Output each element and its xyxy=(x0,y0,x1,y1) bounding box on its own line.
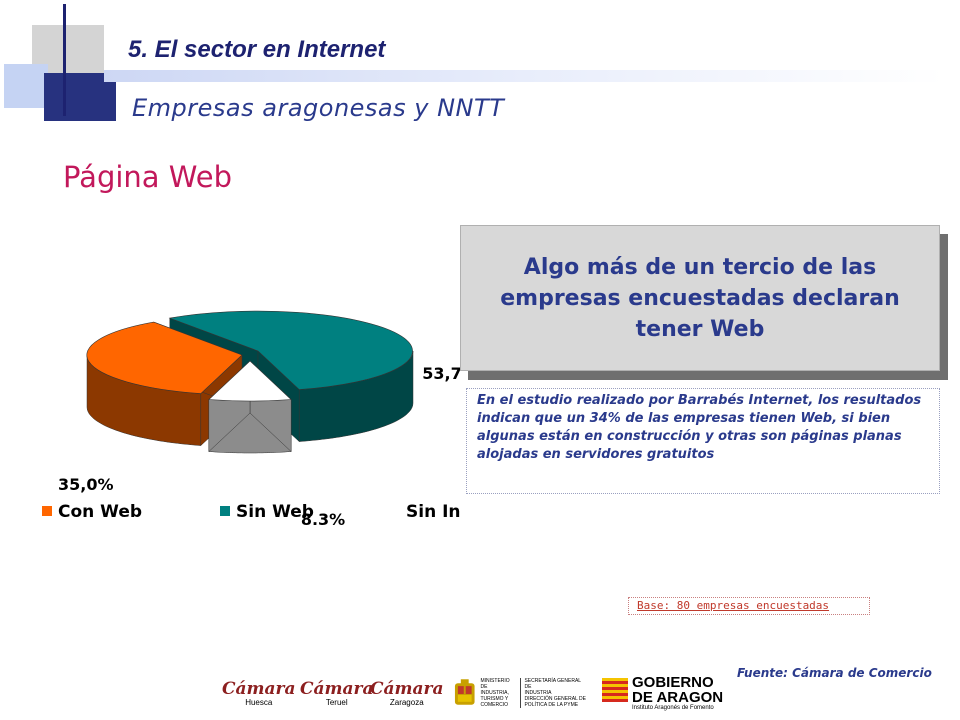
camara-teruel-city: Teruel xyxy=(325,698,348,707)
camara-teruel-logo: Cámara Teruel xyxy=(300,680,374,708)
legend-label-con-web: Con Web xyxy=(58,502,142,522)
legend-swatch-sin-web xyxy=(220,506,230,516)
gobierno-aragon-logo: GOBIERNO DE ARAGON Instituto Aragonés de… xyxy=(602,675,723,711)
data-label-sin-internet: 8,3% xyxy=(301,510,345,525)
data-label-con-web: 35,0% xyxy=(58,475,114,494)
legend-label-sin-internet: Sin Internet xyxy=(406,502,460,522)
secretaria-text: SECRETARÍA GENERAL DE INDUSTRIA DIRECCIÓ… xyxy=(520,678,588,708)
pie-slice-con-web xyxy=(86,321,243,394)
description-text: En el estudio realizado por Barrabés Int… xyxy=(477,393,922,462)
header-decoration-blue-square xyxy=(4,64,48,108)
pie-slice-sin-internet xyxy=(208,360,292,402)
headline-box: Algo más de un tercio de las empresas en… xyxy=(460,225,940,371)
camara-teruel-name: Cámara xyxy=(300,679,374,699)
ministerio-logo: MINISTERIO DE INDUSTRIA, TURISMO Y COMER… xyxy=(452,676,588,710)
header-gradient-line xyxy=(104,70,944,82)
camara-zaragoza-city: Zaragoza xyxy=(389,698,424,707)
pie-slice-sin-web xyxy=(168,310,413,390)
description-box: En el estudio realizado por Barrabés Int… xyxy=(466,388,940,494)
slide-title: 5. El sector en Internet xyxy=(128,36,386,63)
gobierno-subtitle: Instituto Aragonés de Fomento xyxy=(632,705,714,711)
slide-subtitle: Empresas aragonesas y NNTT xyxy=(132,94,505,122)
source-note: Fuente: Cámara de Comercio xyxy=(737,666,932,680)
header-vertical-line xyxy=(63,4,66,116)
base-note: Base: 80 empresas encuestadas xyxy=(628,597,870,615)
aragon-flag-icon xyxy=(602,678,628,702)
section-title: Página Web xyxy=(63,160,233,194)
spain-crest-icon xyxy=(454,679,475,705)
camara-huesca-name: Cámara xyxy=(222,679,296,699)
camara-zaragoza-logo: Cámara Zaragoza xyxy=(370,680,444,708)
pie-chart: 35,0% 53,7% 8,3% Con Web Sin Web Sin Interne… xyxy=(42,310,460,525)
legend-swatch-con-web xyxy=(42,506,52,516)
headline-text: Algo más de un tercio de las empresas en… xyxy=(500,254,900,342)
camara-huesca-city: Huesca xyxy=(245,698,273,707)
camara-zaragoza-name: Cámara xyxy=(370,679,444,699)
gobierno-line-2: DE ARAGON xyxy=(632,689,724,706)
data-label-sin-web: 53,7% xyxy=(422,364,460,383)
camara-huesca-logo: Cámara Huesca xyxy=(222,680,296,708)
legend-label-sin-web: Sin Web xyxy=(236,502,314,522)
ministerio-text: MINISTERIO DE INDUSTRIA, TURISMO Y COMER… xyxy=(480,678,510,708)
gobierno-line-1: GOBIERNO xyxy=(632,674,714,691)
